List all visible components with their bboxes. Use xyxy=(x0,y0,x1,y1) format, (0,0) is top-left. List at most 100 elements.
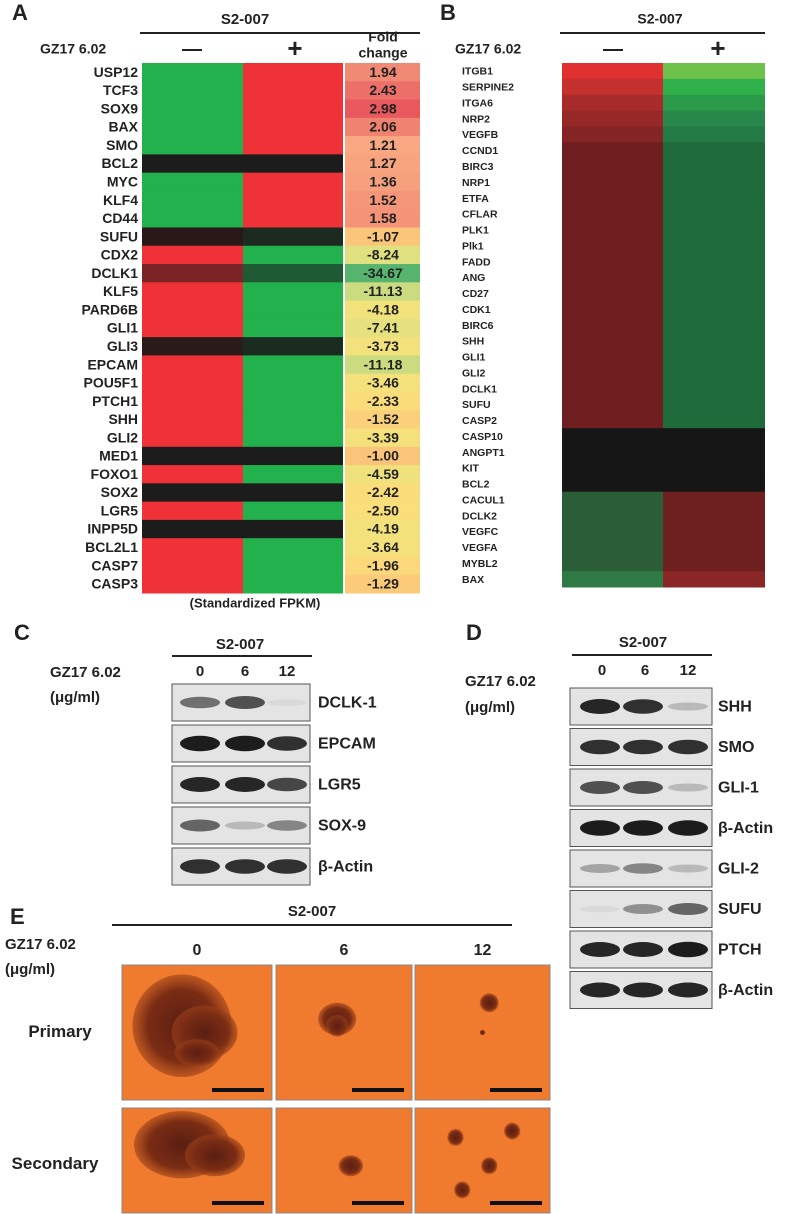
fold-value: -1.07 xyxy=(367,228,399,244)
fold-cell xyxy=(345,172,420,192)
heat-cell xyxy=(562,571,663,588)
protein-label: EPCAM xyxy=(318,736,376,753)
treatment-label: GZ17 6.02 xyxy=(50,664,121,681)
heat-cell xyxy=(562,364,663,382)
gene-label: POU5F1 xyxy=(84,375,139,391)
heat-cell xyxy=(243,556,343,576)
heat-cell xyxy=(243,483,343,503)
heat-cell xyxy=(663,190,765,207)
heat-cell xyxy=(243,446,343,466)
fold-cell xyxy=(345,282,420,302)
fold-value: 1.52 xyxy=(369,192,396,208)
fold-value: -1.52 xyxy=(367,411,399,427)
panel-label: E xyxy=(10,904,25,929)
gene-label: SUFU xyxy=(462,399,491,411)
blot-band xyxy=(668,864,708,873)
blot-band xyxy=(668,702,708,711)
heat-cell xyxy=(663,491,765,509)
fold-value: 1.21 xyxy=(369,137,396,153)
blot-band xyxy=(623,699,663,714)
scale-bar xyxy=(212,1201,264,1205)
protein-label: DCLK-1 xyxy=(318,695,377,712)
heat-cell xyxy=(663,364,765,382)
minus-label: — xyxy=(182,38,202,60)
cell-cluster xyxy=(185,1134,245,1177)
gene-label: VEGFB xyxy=(462,129,499,141)
gene-label: Plk1 xyxy=(462,240,484,252)
heat-cell xyxy=(663,459,765,477)
heat-cell xyxy=(562,301,663,318)
heat-cell xyxy=(142,556,243,576)
cell-cluster xyxy=(174,1039,220,1067)
gene-label: CCND1 xyxy=(462,145,498,157)
heat-cell xyxy=(142,245,243,265)
heat-cell xyxy=(243,136,343,155)
fold-value: 2.98 xyxy=(369,100,396,116)
heat-cell xyxy=(562,142,663,159)
heat-cell xyxy=(663,221,765,239)
treatment-label: GZ17 6.02 xyxy=(5,936,76,953)
gene-label: FOXO1 xyxy=(91,466,139,482)
blot-band xyxy=(668,820,708,836)
heat-cell xyxy=(243,117,343,137)
blot-band xyxy=(225,859,265,874)
fold-value: -11.13 xyxy=(364,283,403,299)
fold-cell xyxy=(345,446,420,466)
fold-value: -4.59 xyxy=(367,466,399,482)
gene-label: SHH xyxy=(462,336,484,348)
heat-cell xyxy=(663,63,765,80)
fold-value: 1.94 xyxy=(369,64,396,80)
gene-label: BCL2 xyxy=(462,479,490,491)
heat-cell xyxy=(142,446,243,466)
gene-label: SOX9 xyxy=(101,100,139,116)
heat-cell xyxy=(142,190,243,210)
heat-cell xyxy=(243,501,343,521)
scale-bar xyxy=(212,1088,264,1092)
heat-cell xyxy=(562,491,663,509)
heat-cell xyxy=(142,264,243,283)
heat-cell xyxy=(663,78,765,96)
gene-label: VEGFA xyxy=(462,542,498,554)
heat-cell xyxy=(562,507,663,524)
unit-label: (μg/ml) xyxy=(465,699,515,716)
gene-label: ITGA6 xyxy=(462,97,493,109)
cell-cluster xyxy=(454,1181,471,1199)
gene-label: EPCAM xyxy=(87,356,138,372)
gene-label: CDK1 xyxy=(462,304,491,316)
heat-cell xyxy=(663,269,765,286)
blot-band xyxy=(267,736,307,751)
heat-cell xyxy=(243,300,343,320)
heat-cell xyxy=(663,523,765,540)
fold-cell xyxy=(345,501,420,521)
heat-cell xyxy=(663,444,765,461)
fold-value: -2.50 xyxy=(367,502,399,518)
heat-cell xyxy=(663,317,765,334)
blot-strip xyxy=(569,849,713,888)
fold-cell xyxy=(345,556,420,576)
gene-label: ANG xyxy=(462,272,485,284)
heat-cell xyxy=(142,63,243,82)
blot-band xyxy=(623,942,663,957)
heat-cell xyxy=(142,519,243,539)
heat-cell xyxy=(243,410,343,430)
heat-cell xyxy=(663,237,765,255)
protein-label: SMO xyxy=(718,739,754,756)
fold-value: -1.96 xyxy=(367,557,399,573)
panel-label: A xyxy=(12,0,28,25)
gene-label: KIT xyxy=(462,463,480,475)
dose-label: 0 xyxy=(196,663,204,680)
fold-cell xyxy=(345,117,420,137)
gene-label: DCLK2 xyxy=(462,510,497,522)
group-label: S2-007 xyxy=(619,634,667,651)
gene-label: NRP1 xyxy=(462,177,490,189)
heat-cell xyxy=(663,380,765,397)
scale-bar xyxy=(490,1088,542,1092)
heat-cell xyxy=(562,444,663,461)
gene-label: CD44 xyxy=(102,210,138,226)
gene-label: VEGFC xyxy=(462,526,499,538)
cell-cluster xyxy=(479,993,499,1013)
heat-cell xyxy=(243,318,343,338)
protein-label: β-Actin xyxy=(718,820,773,837)
heat-cell xyxy=(562,317,663,334)
treatment-label: GZ17 6.02 xyxy=(40,41,106,57)
